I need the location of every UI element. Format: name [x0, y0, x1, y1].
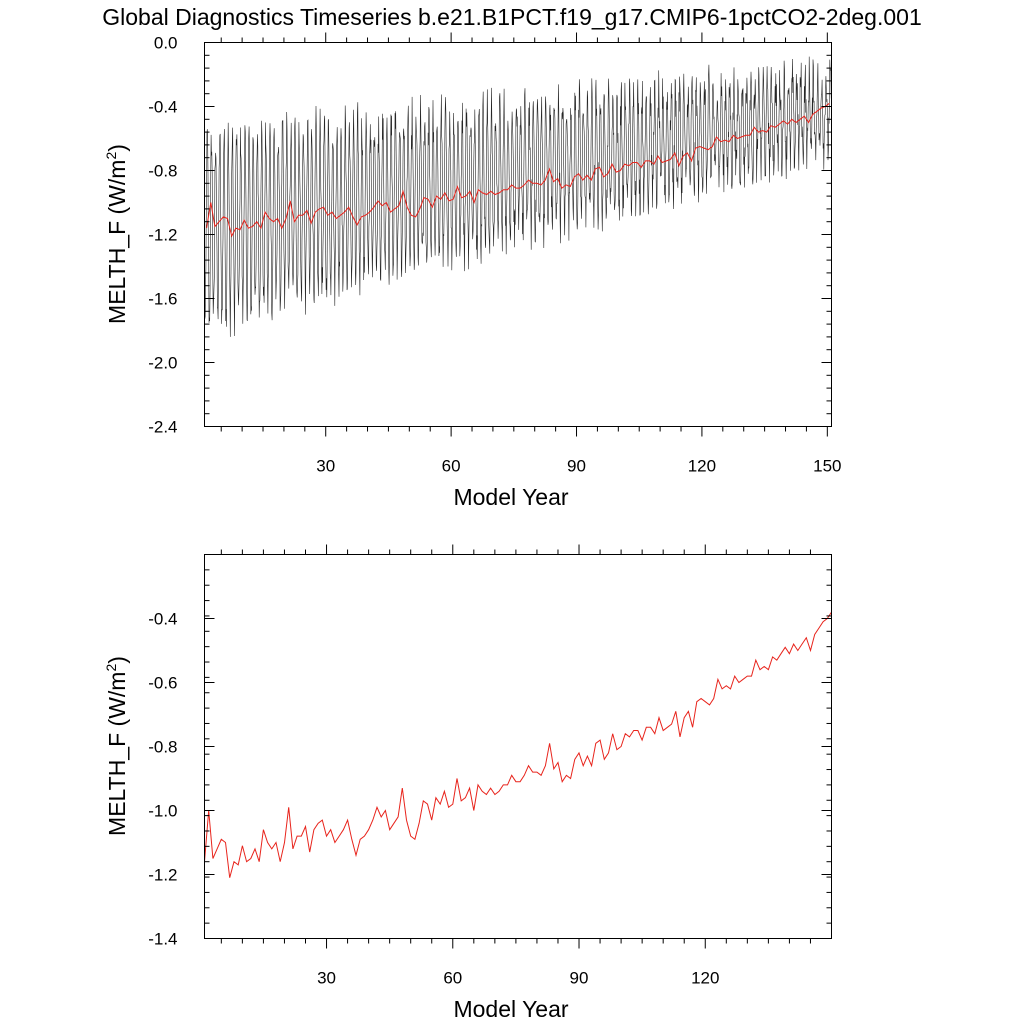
bottom-y-tick-label: -1.0 [148, 802, 177, 821]
bottom-y-tick-labels: -0.4 -0.6 -0.8 -1.0 -1.2 -1.4 [148, 610, 177, 949]
top-annual-mean-line [206, 102, 830, 238]
bottom-y-tick-label: -1.2 [148, 866, 177, 885]
top-monthly-line [204, 56, 832, 337]
bottom-x-tick-labels: 30 60 90 120 [317, 969, 719, 988]
bottom-y-tick-label: -0.8 [148, 738, 177, 757]
top-y-tick-label: -2.0 [148, 354, 177, 373]
top-y-tick-label: -0.4 [148, 98, 177, 117]
chart-title: Global Diagnostics Timeseries b.e21.B1PC… [102, 4, 922, 30]
bottom-panel: -0.4 -0.6 -0.8 -1.0 -1.2 -1.4 30 60 90 120 Model… [103, 544, 832, 1022]
top-x-tick-label: 120 [688, 457, 716, 476]
top-y-axis-label: MELTH_F (W/m2) [103, 144, 130, 324]
top-y-tick-label: -2.4 [148, 418, 177, 437]
bottom-x-tick-label: 90 [570, 969, 589, 988]
top-y-tick-labels: 0.0 -0.4 -0.8 -1.2 -1.6 -2.0 -2.4 [148, 34, 177, 437]
bottom-annual-mean-line [204, 611, 832, 878]
top-x-tick-label: 60 [442, 457, 461, 476]
bottom-y-tick-label: -1.4 [148, 930, 177, 949]
top-plot-area [204, 56, 832, 337]
bottom-x-tick-label: 30 [317, 969, 336, 988]
bottom-x-axis-label: Model Year [453, 996, 568, 1022]
top-x-tick-label: 90 [567, 457, 586, 476]
top-panel: 0.0 -0.4 -0.8 -1.2 -1.6 -2.0 -2.4 30 60 90 120 150… [103, 32, 842, 510]
top-tick-marks [204, 32, 832, 437]
top-x-tick-labels: 30 60 90 120 150 [316, 457, 841, 476]
top-x-tick-label: 150 [813, 457, 841, 476]
bottom-plot-frame [204, 554, 832, 939]
bottom-y-axis-label: MELTH_F (W/m2) [103, 656, 130, 836]
bottom-x-tick-label: 60 [443, 969, 462, 988]
top-x-tick-label: 30 [316, 457, 335, 476]
bottom-y-tick-label: -0.6 [148, 674, 177, 693]
top-y-tick-label: -1.6 [148, 290, 177, 309]
top-y-tick-label: 0.0 [154, 34, 178, 53]
top-y-tick-label: -0.8 [148, 162, 177, 181]
top-x-axis-label: Model Year [453, 484, 568, 510]
bottom-y-tick-label: -0.4 [148, 610, 177, 629]
bottom-x-tick-label: 120 [691, 969, 719, 988]
bottom-tick-marks [204, 544, 832, 949]
top-y-tick-label: -1.2 [148, 226, 177, 245]
bottom-plot-area [204, 611, 832, 878]
